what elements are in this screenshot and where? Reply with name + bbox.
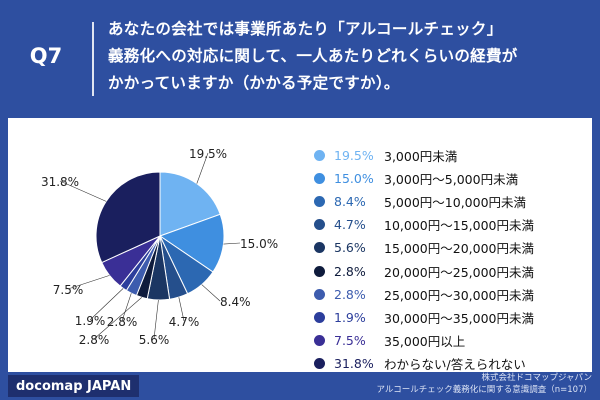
legend-percent: 1.9% (334, 309, 366, 325)
leader-line (201, 284, 221, 302)
legend-label: 30,000円～35,000円未満 (384, 310, 534, 326)
slice-value-label: 19.5% (189, 147, 227, 161)
leader-line (59, 180, 107, 202)
legend-label: 15,000円～20,000円未満 (384, 241, 534, 257)
slice-value-label: 8.4% (220, 295, 251, 309)
slice-value-label: 7.5% (53, 283, 84, 297)
leader-line (153, 299, 159, 340)
legend-label: わからない/答えられない (384, 356, 526, 372)
legend-percent: 5.6% (334, 240, 366, 256)
legend-label: 3,000円未満 (384, 149, 458, 165)
legend-item: 15.0% 3,000円～5,000円未満 (314, 167, 584, 190)
legend-swatch (314, 150, 325, 162)
question-line: あなたの会社では事業所あたり「アルコールチェック」 (108, 20, 503, 38)
legend-item: 2.8% 25,000円～30,000円未満 (314, 283, 584, 306)
legend-swatch (314, 173, 325, 185)
legend-swatch (314, 288, 325, 300)
legend-item: 5.6% 15,000円～20,000円未満 (314, 236, 584, 259)
footer: docomap JAPAN 株式会社ドコマップジャパン アルコールチェック義務化… (0, 372, 600, 400)
leader-line (121, 293, 132, 322)
legend-item: 4.7% 10,000円～15,000円未満 (314, 213, 584, 236)
legend-swatch (314, 357, 325, 369)
legend-swatch (314, 219, 325, 231)
slice-value-label: 2.8% (107, 315, 138, 329)
legend-swatch (314, 242, 325, 254)
header-divider (92, 22, 94, 96)
legend-percent: 15.0% (334, 171, 374, 187)
legend-item: 7.5% 35,000円以上 (314, 329, 584, 352)
source-survey: アルコールチェック義務化に関する意識調査（n=107） (376, 385, 592, 395)
legend-percent: 8.4% (334, 194, 366, 210)
leader-line (93, 297, 142, 340)
legend-percent: 7.5% (334, 332, 366, 348)
legend-label: 35,000円以上 (384, 333, 466, 349)
brand-logo: docomap JAPAN (8, 375, 140, 397)
legend-percent: 2.8% (334, 263, 366, 279)
slice-value-label: 2.8% (79, 333, 110, 347)
legend-item: 31.8% わからない/答えられない (314, 352, 584, 375)
pie-chart: 19.5%15.0%8.4%4.7%5.6%2.8%2.8%1.9%7.5%31… (41, 147, 278, 347)
chart-legend: 19.5% 3,000円未満 15.0% 3,000円～5,000円未満 8.4% 5,0… (314, 144, 584, 375)
legend-item: 19.5% 3,000円未満 (314, 144, 584, 167)
legend-percent: 2.8% (334, 286, 366, 302)
chart-panel: 19.5% 15.0% 8.4% 4.7% 5.6% 2.8% 2.8% 1.9% 7.5% 31… (8, 118, 592, 372)
legend-swatch (314, 196, 325, 208)
slice-value-label: 4.7% (169, 315, 200, 329)
legend-item: 8.4% 5,000円～10,000円未満 (314, 190, 584, 213)
legend-swatch (314, 311, 325, 323)
leader-line (196, 152, 209, 184)
question-number: Q7 (29, 44, 63, 68)
question-header: Q7 あなたの会社では事業所あたり「アルコールチェック」 義務化への対応に関して… (0, 0, 600, 118)
legend-percent: 19.5% (334, 148, 374, 164)
slice-value-label: 1.9% (75, 314, 106, 328)
leader-line (223, 242, 241, 245)
slice-value-label: 31.8% (41, 175, 79, 189)
question-text: あなたの会社では事業所あたり「アルコールチェック」 義務化への対応に関して、一人… (108, 16, 588, 97)
legend-label: 3,000円～5,000円未満 (384, 172, 519, 188)
question-line: 義務化への対応に関して、一人あたりどれくらいの経費が (108, 47, 518, 65)
source-company: 株式会社ドコマップジャパン (481, 373, 592, 383)
legend-swatch (314, 265, 325, 277)
leader-line (178, 297, 185, 322)
pie-slice (158, 213, 225, 273)
legend-percent: 4.7% (334, 217, 366, 233)
legend-item: 2.8% 20,000円～25,000円未満 (314, 259, 584, 282)
legend-label: 25,000円～30,000円未満 (384, 287, 534, 303)
source-credit: 株式会社ドコマップジャパン アルコールチェック義務化に関する意識調査（n=107… (377, 372, 592, 396)
leader-line (89, 288, 124, 321)
legend-item: 1.9% 30,000円～35,000円未満 (314, 306, 584, 329)
legend-swatch (314, 334, 325, 346)
legend-label: 10,000円～15,000円未満 (384, 218, 534, 234)
slice-value-label: 5.6% (139, 333, 170, 347)
slice-value-label: 15.0% (240, 237, 278, 251)
question-line: かかっていますか（かかる予定ですか）。 (108, 74, 400, 92)
legend-percent: 31.8% (334, 355, 374, 371)
legend-label: 5,000円～10,000円未満 (384, 195, 527, 211)
leader-line (67, 275, 110, 290)
legend-label: 20,000円～25,000円未満 (384, 264, 534, 280)
